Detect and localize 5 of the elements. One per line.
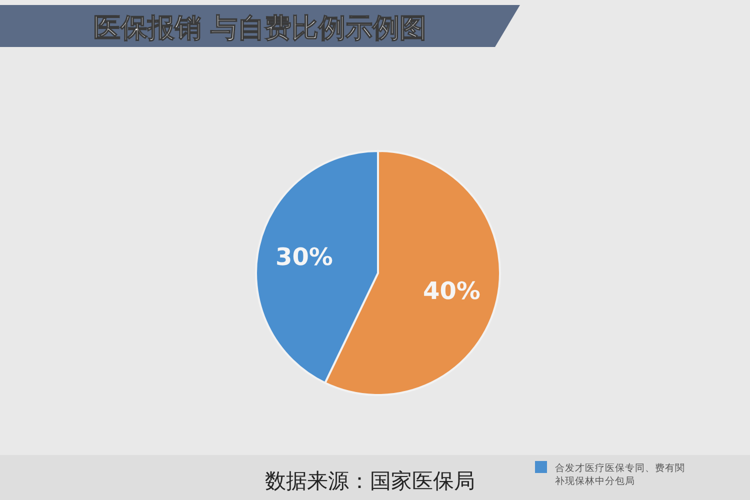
data-label: 40%: [423, 276, 480, 305]
source-note: 数据来源：国家医保局: [265, 469, 475, 493]
chart-title: 医保报销 与自费比例示例图: [93, 13, 427, 44]
legend-label: 合发才医疗医保专同、费有関补现保林中分包局: [555, 462, 685, 487]
data-label: 30%: [276, 243, 333, 272]
